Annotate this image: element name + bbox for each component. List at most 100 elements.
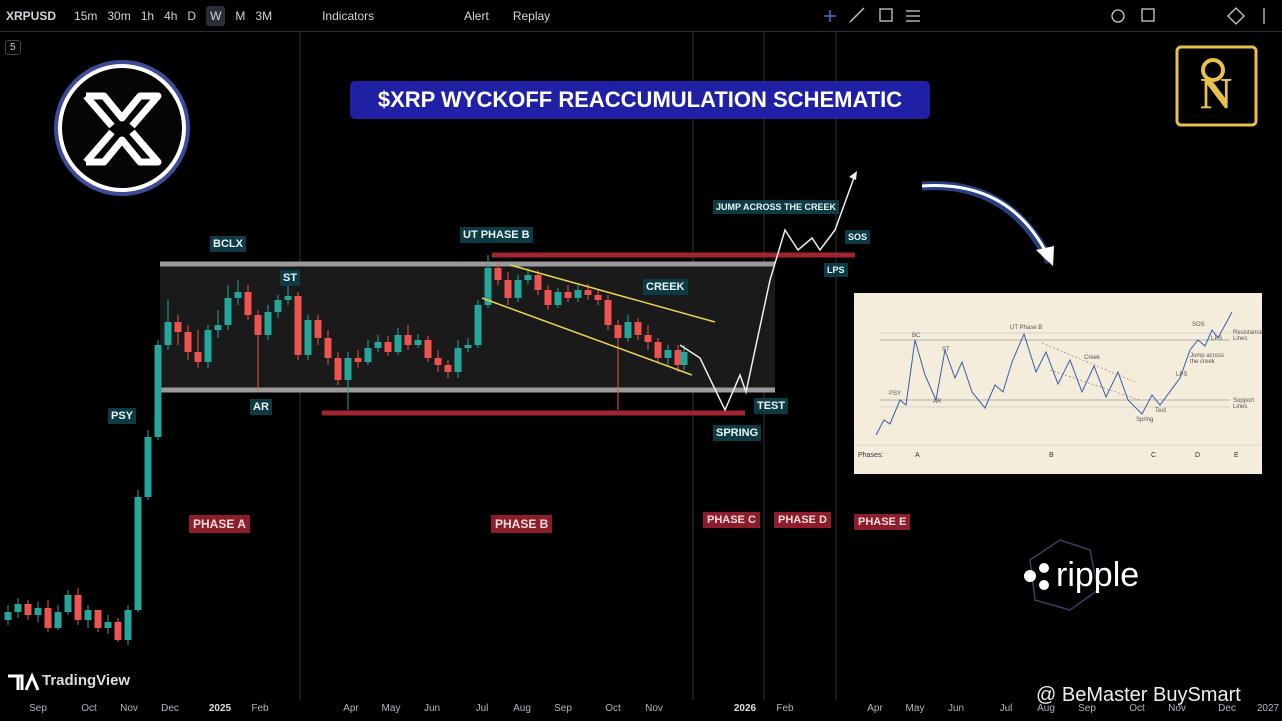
inset-label: Test [1155,408,1167,414]
inset-label: Resistance Lines [1233,330,1263,342]
x-axis-label: Jun [947,703,965,714]
inset-label: UT Phase B [1010,325,1043,331]
interval[interactable]: 3M [255,8,273,23]
annotation: TEST [754,398,789,414]
candle-body [204,330,212,362]
inset-label: AR [933,399,942,405]
candle-body [394,335,402,352]
replay-button[interactable]: Replay [512,8,551,23]
candle-body [124,610,132,640]
x-axis-label: 2027 [1256,703,1280,714]
interval[interactable]: W [206,5,226,26]
candle-body [614,325,622,338]
candle-body [224,298,232,325]
x-axis-label: Oct [1129,703,1145,714]
candle-body [624,322,632,338]
candle-body [84,610,92,620]
interval[interactable]: M [235,8,246,23]
candle-body [564,292,572,298]
candle-body [324,338,332,358]
candle-body [464,345,472,348]
annotation: PSY [108,408,137,424]
arrow-head [1036,246,1054,266]
candle-body [644,335,652,342]
alert-button[interactable]: Alert [464,8,489,23]
x-axis-label: Aug [513,703,531,714]
candle-body [214,325,222,330]
candle-body [494,268,502,280]
candle-body [24,604,32,615]
xrp-logo [54,60,190,196]
phase-label: PHASE B [491,515,553,533]
candle-body [544,290,552,305]
candle-body [414,340,422,345]
candle-body [244,292,252,315]
interval[interactable]: 30m [107,8,131,23]
phase-label: PHASE A [189,515,250,533]
x-axis-label: 2025 [208,703,232,714]
candle-body [484,268,492,305]
layer-badge[interactable]: 5 [5,40,21,55]
annotation: JUMP ACROSS THE CREEK [713,200,840,214]
inset-label: SOS [1192,322,1205,328]
phase-label: PHASE C [703,512,760,528]
x-axis-label: Sep [29,703,47,714]
annotation: SOS [845,230,871,244]
candle-body [514,280,522,298]
interval[interactable]: 1h [140,8,155,23]
inset-label: Jump across the creek [1190,353,1225,365]
annotation: UT PHASE B [460,227,533,243]
arrow-head [849,171,857,180]
x-axis-label: Aug [1037,703,1055,714]
candle-body [374,342,382,348]
candle-body [54,612,62,628]
inset-phase: A [915,452,920,459]
candle-body [264,312,272,335]
candle-body [174,322,182,332]
annotation: LPS [824,263,848,277]
inset-label: BC [912,333,921,339]
candle-body [534,275,542,290]
candle-body [554,292,562,305]
annotation: AR [250,399,272,415]
candle-body [184,332,192,352]
candle-body [314,320,322,338]
x-axis-label: Feb [251,703,269,714]
channel-line [481,297,693,376]
candle-body [634,322,642,335]
annotation: ST [280,270,301,286]
x-axis-label: Nov [645,703,663,714]
interval[interactable]: 15m [74,8,98,23]
x-axis-label: Apr [343,703,359,714]
symbol[interactable]: XRPUSD [6,8,57,23]
x-axis-label: Nov [1168,703,1186,714]
x-axis-label: Sep [554,703,572,714]
annotation: BCLX [210,236,246,252]
x-axis-label: Oct [605,703,621,714]
x-axis-label: Jul [999,703,1013,714]
indicators-button[interactable]: Indicators [322,8,375,23]
toolbar: XRPUSD 15m 30m 1h 4h D W M 3M Indicators… [0,0,1282,32]
candle-body [294,296,302,355]
x-axis-label: Nov [120,703,138,714]
candle-body [4,612,12,620]
x-axis-label: May [381,703,401,714]
tv-logo [8,672,40,691]
candle-body [664,350,672,358]
inset-phase: D [1195,452,1201,459]
inset-phase: C [1151,452,1157,459]
arrow-glow [921,181,1055,264]
candle-body [14,604,22,612]
candle-body [144,437,152,497]
candle-body [474,305,482,345]
interval[interactable]: D [187,8,197,23]
inset-image [854,293,1262,474]
cn-logo: N [1175,45,1258,127]
inset-phase: B [1049,452,1054,459]
inset-label: Spring [1136,417,1154,423]
x-axis-label: Sep [1078,703,1096,714]
candle-body [364,348,372,362]
candle-body [114,622,122,640]
interval[interactable]: 4h [164,8,178,23]
